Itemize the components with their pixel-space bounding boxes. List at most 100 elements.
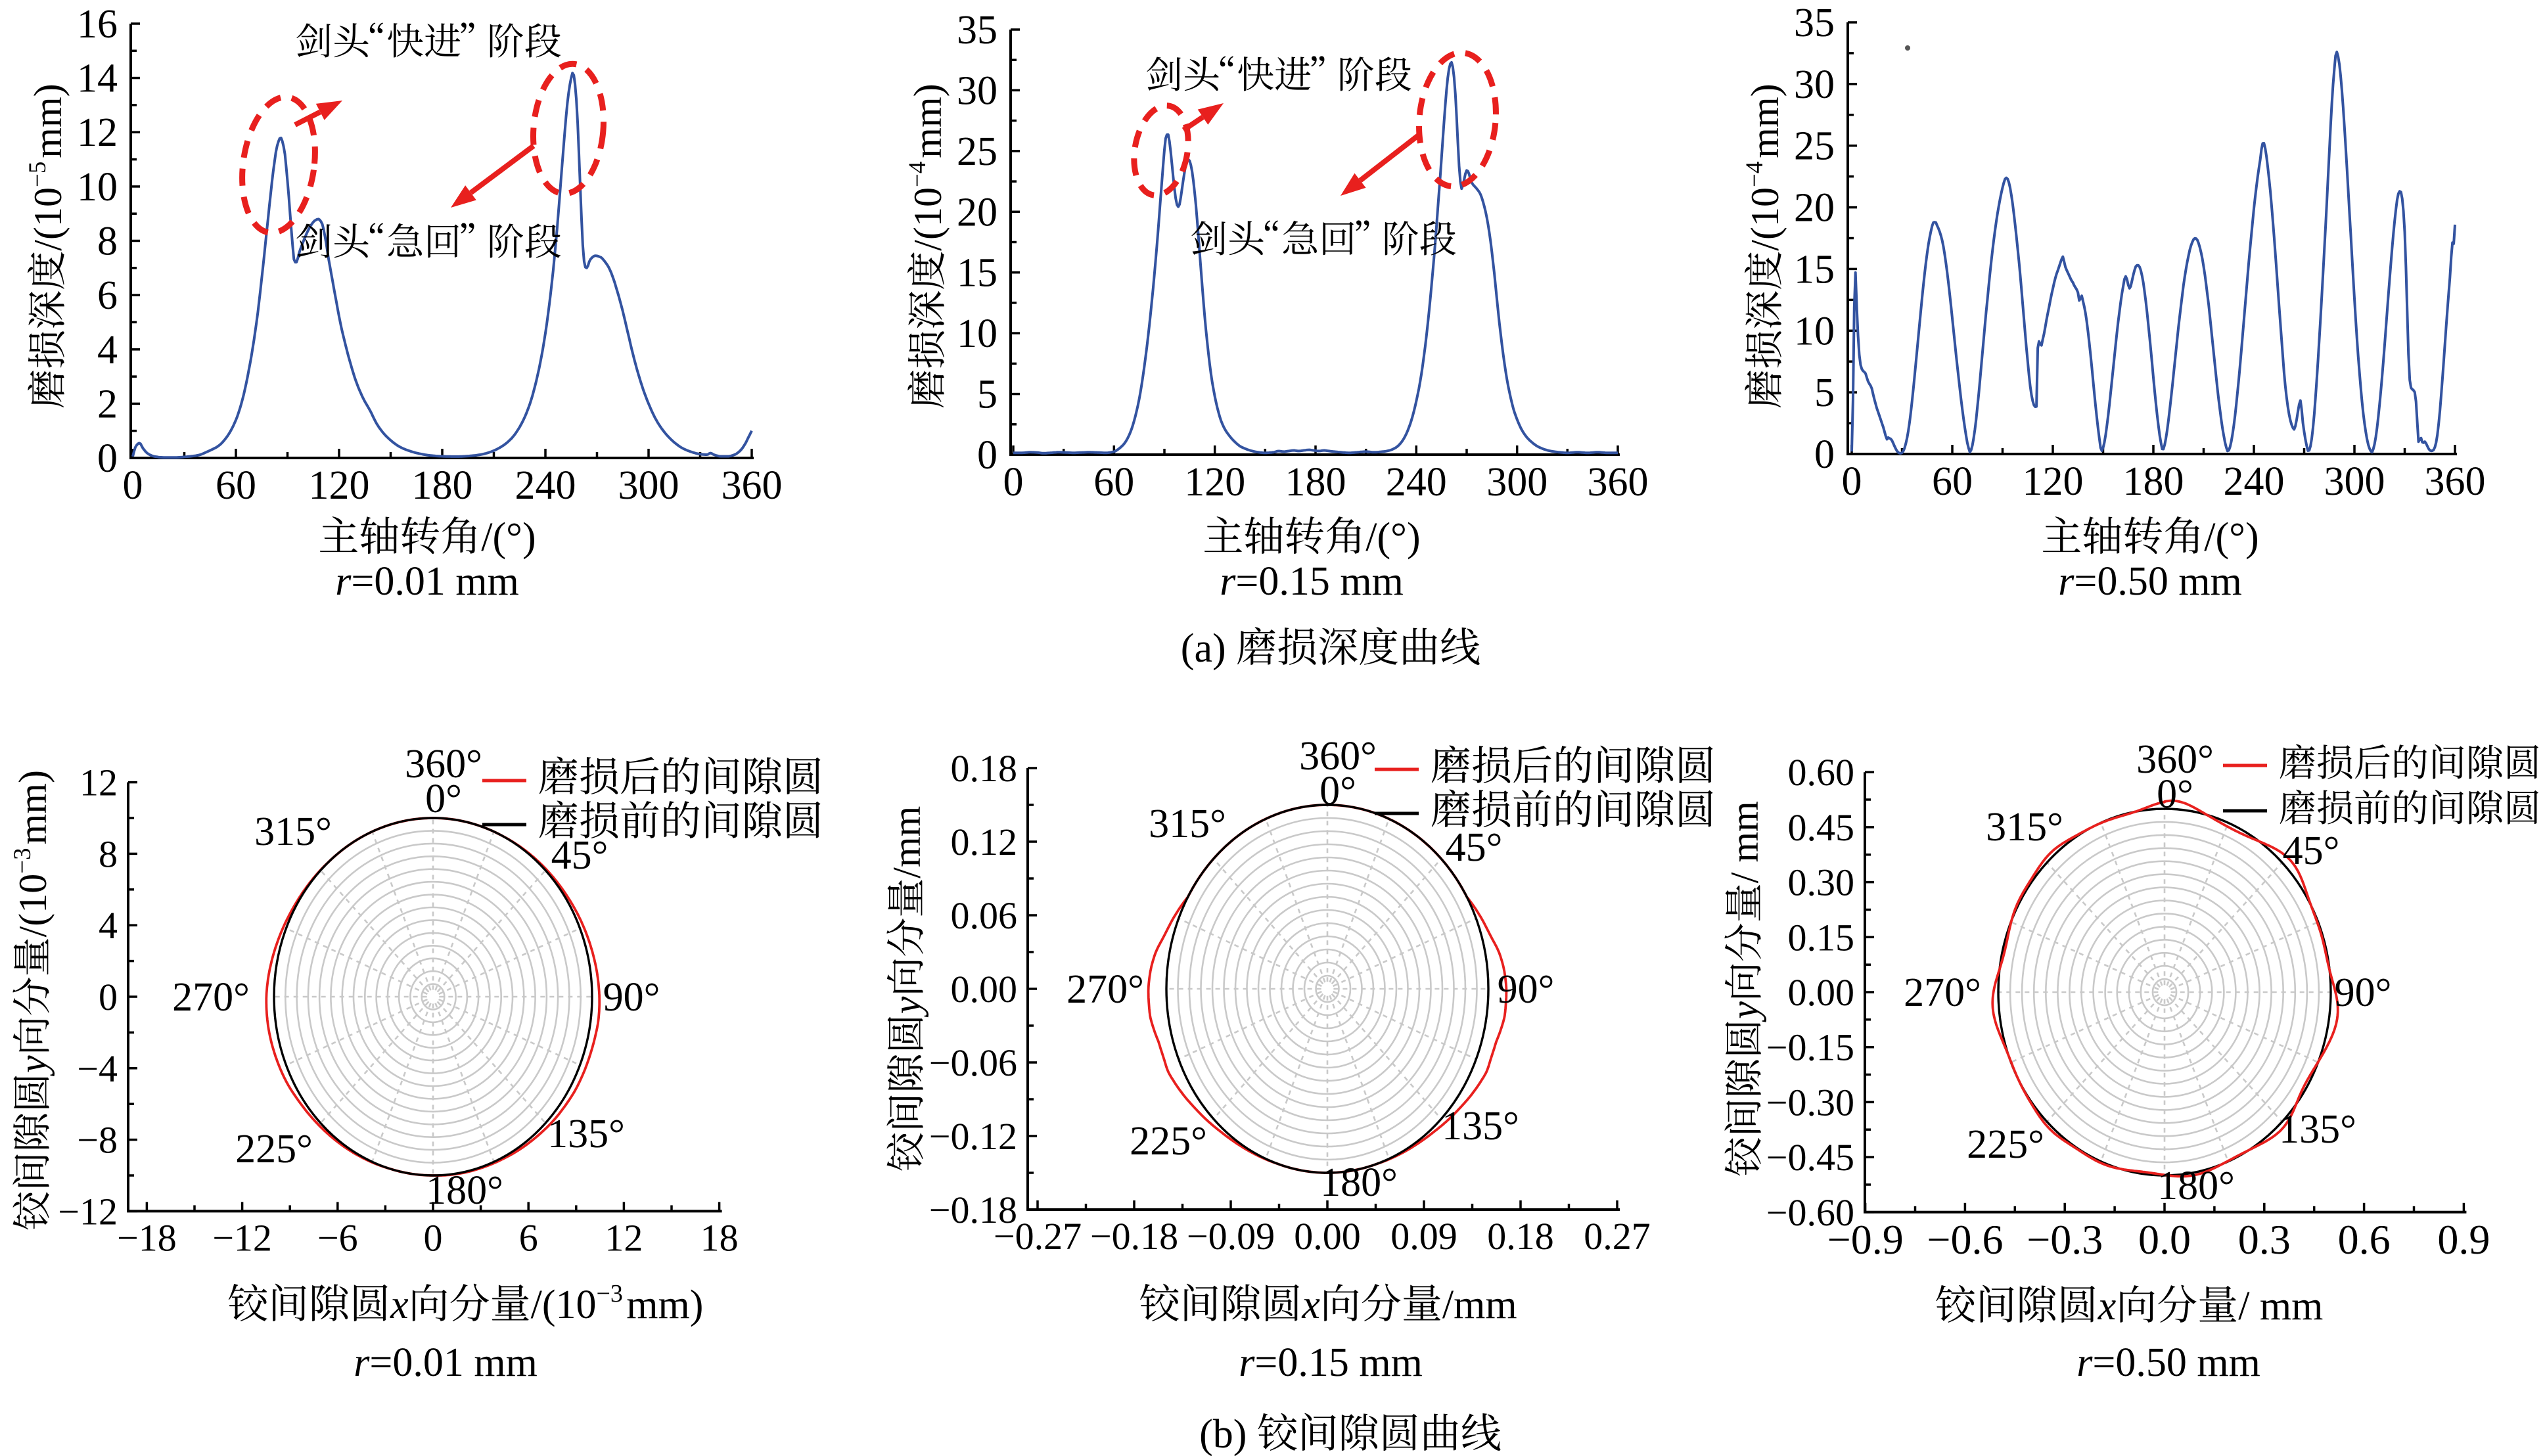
svg-text:−0.09: −0.09 <box>1187 1215 1275 1258</box>
svg-text:225°: 225° <box>1130 1119 1207 1164</box>
svg-text:135°: 135° <box>547 1112 625 1156</box>
svg-text:135°: 135° <box>2279 1107 2356 1152</box>
svg-text:120: 120 <box>2023 459 2084 504</box>
svg-text:0.00: 0.00 <box>1294 1215 1361 1258</box>
svg-text:/ mm: / mm <box>2238 1284 2323 1329</box>
svg-text:−8: −8 <box>77 1119 118 1162</box>
svg-text:−0.6: −0.6 <box>1927 1216 2003 1263</box>
svg-text:0: 0 <box>977 433 997 478</box>
svg-text:=0.50 mm: =0.50 mm <box>2092 1340 2260 1385</box>
svg-text:0: 0 <box>1814 432 1835 477</box>
svg-text:0.15: 0.15 <box>1788 916 1855 959</box>
svg-text:−0.18: −0.18 <box>1090 1215 1178 1258</box>
svg-text:0.9: 0.9 <box>2437 1216 2490 1263</box>
svg-text:25: 25 <box>1794 124 1835 169</box>
svg-text:240: 240 <box>515 463 576 508</box>
svg-text:0.18: 0.18 <box>951 747 1018 790</box>
svg-text:=0.50 mm: =0.50 mm <box>2074 559 2241 604</box>
svg-text:180°: 180° <box>426 1168 503 1213</box>
svg-text:0.18: 0.18 <box>1487 1215 1554 1258</box>
svg-text:(a): (a) <box>1181 626 1226 671</box>
svg-text:0.27: 0.27 <box>1584 1215 1651 1258</box>
svg-text:8: 8 <box>99 832 118 875</box>
svg-text:4: 4 <box>97 328 118 373</box>
svg-text:/(°): /(°) <box>481 515 536 560</box>
svg-text:−0.60: −0.60 <box>1766 1191 1854 1234</box>
svg-text:mm): mm) <box>906 83 950 158</box>
svg-text:2: 2 <box>97 382 118 426</box>
svg-text:360: 360 <box>1588 460 1649 505</box>
svg-text:16: 16 <box>77 2 118 47</box>
svg-text:mm): mm) <box>26 83 70 158</box>
svg-text:−5: −5 <box>24 162 51 187</box>
svg-text:0: 0 <box>1842 459 1862 504</box>
svg-text:−0.06: −0.06 <box>929 1041 1017 1084</box>
svg-text:120: 120 <box>1184 460 1245 505</box>
svg-text:/(°): /(°) <box>1365 515 1420 560</box>
svg-text:270°: 270° <box>172 975 250 1020</box>
svg-text:360: 360 <box>722 463 783 508</box>
svg-text:0.00: 0.00 <box>1788 971 1855 1014</box>
svg-text:/ mm: / mm <box>1723 801 1766 883</box>
svg-text:/(10: /(10 <box>906 187 950 251</box>
svg-text:r: r <box>335 559 352 604</box>
svg-text:5: 5 <box>977 373 997 417</box>
svg-text:mm): mm) <box>1743 83 1787 158</box>
svg-text:−0.30: −0.30 <box>1766 1081 1854 1124</box>
svg-text:0.0: 0.0 <box>2138 1216 2191 1263</box>
svg-text:5: 5 <box>1814 371 1835 415</box>
svg-text:6: 6 <box>97 273 118 318</box>
svg-text:/(10: /(10 <box>26 187 70 251</box>
svg-text:x: x <box>390 1283 409 1327</box>
svg-text:90°: 90° <box>603 975 660 1020</box>
svg-text:=0.15 mm: =0.15 mm <box>1235 559 1403 604</box>
svg-text:15: 15 <box>957 251 997 296</box>
svg-text:=0.01 mm: =0.01 mm <box>369 1340 537 1385</box>
svg-text:225°: 225° <box>1967 1122 2044 1167</box>
svg-text:−0.3: −0.3 <box>2027 1216 2103 1263</box>
svg-text:−3: −3 <box>597 1280 623 1308</box>
svg-text:120: 120 <box>309 463 370 508</box>
svg-text:30: 30 <box>957 68 997 113</box>
svg-text:r: r <box>354 1340 370 1385</box>
svg-text:15: 15 <box>1794 247 1835 292</box>
svg-text:0.3: 0.3 <box>2238 1216 2291 1263</box>
svg-text:/mm: /mm <box>885 806 929 878</box>
svg-text:180: 180 <box>412 463 473 508</box>
svg-text:35: 35 <box>957 8 997 53</box>
svg-text:45°: 45° <box>551 833 608 878</box>
svg-text:35: 35 <box>1794 1 1835 45</box>
svg-text:(b): (b) <box>1199 1412 1247 1456</box>
svg-text:−0.27: −0.27 <box>994 1215 1082 1258</box>
svg-text:90°: 90° <box>1498 967 1555 1012</box>
svg-text:0.60: 0.60 <box>1788 751 1855 794</box>
svg-text:180: 180 <box>2123 459 2184 504</box>
svg-text:mm): mm) <box>11 770 55 844</box>
svg-text:mm): mm) <box>626 1283 703 1327</box>
svg-text:360°: 360° <box>405 742 482 786</box>
svg-text:14: 14 <box>77 57 118 101</box>
svg-text:0.06: 0.06 <box>951 894 1018 937</box>
svg-text:360: 360 <box>2425 459 2486 504</box>
svg-text:60: 60 <box>216 463 256 508</box>
svg-text:0°: 0° <box>1319 769 1356 813</box>
svg-text:20: 20 <box>957 190 997 235</box>
svg-text:20: 20 <box>1794 186 1835 231</box>
svg-text:−0.45: −0.45 <box>1766 1136 1854 1179</box>
svg-text:30: 30 <box>1794 62 1835 107</box>
svg-text:0: 0 <box>99 976 118 1018</box>
svg-text:−0.12: −0.12 <box>929 1115 1017 1158</box>
svg-text:45°: 45° <box>2283 829 2340 873</box>
svg-text:12: 12 <box>80 762 118 804</box>
svg-text:270°: 270° <box>1904 970 1981 1015</box>
svg-text:r: r <box>1220 559 1236 604</box>
svg-text:315°: 315° <box>1986 805 2063 850</box>
svg-text:0: 0 <box>424 1216 443 1259</box>
svg-text:240: 240 <box>1386 460 1447 505</box>
svg-text:315°: 315° <box>1149 802 1226 846</box>
svg-text:4: 4 <box>99 904 118 947</box>
svg-text:r: r <box>1239 1340 1255 1385</box>
svg-text:12: 12 <box>77 110 118 155</box>
svg-text:0.00: 0.00 <box>951 968 1018 1011</box>
svg-text:/(10: /(10 <box>1743 187 1787 251</box>
